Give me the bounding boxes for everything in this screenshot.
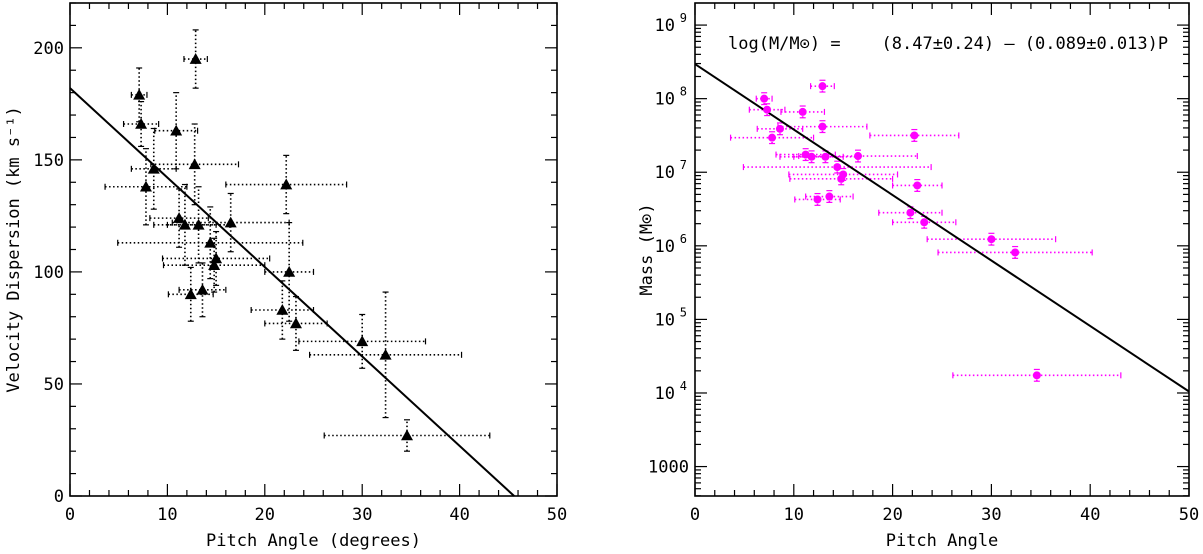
data-point <box>208 259 221 270</box>
data-point <box>192 218 205 230</box>
y-axis-label: Velocity Dispersion (km s⁻¹) <box>4 106 24 393</box>
data-point <box>798 107 807 116</box>
data-point <box>379 348 392 360</box>
data-point <box>210 252 223 264</box>
data-point <box>1032 371 1041 380</box>
data-point <box>204 236 217 248</box>
x-tick-label: 0 <box>65 505 75 525</box>
y-tick-label: 10 <box>655 310 675 330</box>
data-point <box>224 216 237 228</box>
y-tick-label: 10 <box>655 384 675 404</box>
y-tick-label: 100 <box>33 263 64 283</box>
data-point <box>401 429 414 441</box>
data-point <box>763 105 772 114</box>
data-point <box>188 158 201 170</box>
x-tick-label: 30 <box>352 505 372 525</box>
data-point <box>170 124 183 136</box>
y-tick-exponent: 9 <box>680 11 687 25</box>
plot-frame <box>694 2 1190 497</box>
fit-line <box>69 87 515 497</box>
data-point <box>818 122 827 131</box>
data-point <box>135 118 148 129</box>
plot-frame <box>69 2 558 497</box>
data-point <box>837 174 846 183</box>
data-point <box>283 265 296 277</box>
y-tick-exponent: 4 <box>680 379 687 393</box>
y-tick-exponent: 7 <box>680 158 687 172</box>
fit-line <box>694 63 1190 393</box>
x-tick-label: 0 <box>690 505 700 525</box>
data-point <box>854 152 863 161</box>
x-tick-label: 40 <box>449 505 469 525</box>
data-point <box>139 180 152 192</box>
data-point <box>147 162 160 174</box>
data-point <box>196 283 209 295</box>
x-tick-label: 30 <box>981 505 1001 525</box>
data-point <box>910 131 919 140</box>
data-point <box>920 218 929 227</box>
data-point <box>276 304 289 315</box>
data-point <box>768 133 777 142</box>
y-tick-label: 150 <box>33 151 64 171</box>
data-point <box>356 335 369 347</box>
data-point <box>189 53 202 64</box>
data-point <box>825 192 834 201</box>
data-point <box>280 178 293 190</box>
y-tick-label: 1000 <box>648 458 689 478</box>
data-point <box>1011 248 1020 257</box>
data-point <box>913 181 922 190</box>
y-tick-exponent: 5 <box>680 305 687 319</box>
y-tick-exponent: 6 <box>680 232 687 246</box>
y-tick-label: 10 <box>655 163 675 183</box>
y-tick-label: 50 <box>44 375 64 395</box>
x-tick-label: 20 <box>255 505 275 525</box>
data-point <box>760 94 769 103</box>
y-tick-label: 200 <box>33 39 64 59</box>
y-tick-label: 10 <box>655 16 675 36</box>
x-tick-label: 10 <box>157 505 177 525</box>
data-point <box>818 82 827 91</box>
data-point <box>807 152 816 161</box>
data-point <box>775 124 784 133</box>
x-axis-label: Pitch Angle (degrees) <box>206 531 421 550</box>
data-point <box>184 288 197 300</box>
y-tick-label: 10 <box>655 90 675 110</box>
data-point <box>821 152 830 161</box>
data-point <box>133 88 146 100</box>
data-point <box>987 235 996 244</box>
y-tick-label: 0 <box>54 487 64 507</box>
fit-equation-annotation: log(M/M⊙) = (8.47±0.24) – (0.089±0.013)P <box>728 34 1168 54</box>
data-point <box>178 218 191 230</box>
left-panel: 0 10 20 30 40 50 0 50 100 150 200 Pitch Angle (degr… <box>4 2 567 551</box>
x-tick-label: 10 <box>784 505 804 525</box>
data-point <box>813 195 822 204</box>
x-tick-label: 50 <box>1179 505 1199 525</box>
data-point <box>833 163 842 172</box>
y-axis-label: Mass (M⊙) <box>637 203 657 295</box>
data-point <box>289 317 302 329</box>
x-axis-label: Pitch Angle <box>886 531 999 550</box>
right-panel: 0 10 20 30 40 50 1000 10 4 10 5 10 6 10 7 10 8 10 9 Pitch A… <box>637 2 1199 551</box>
data-point <box>173 212 186 223</box>
y-tick-label: 10 <box>655 237 675 257</box>
x-tick-label: 20 <box>882 505 902 525</box>
data-point <box>906 208 915 217</box>
x-tick-label: 50 <box>547 505 567 525</box>
x-tick-label: 40 <box>1080 505 1100 525</box>
y-tick-exponent: 8 <box>680 85 687 99</box>
